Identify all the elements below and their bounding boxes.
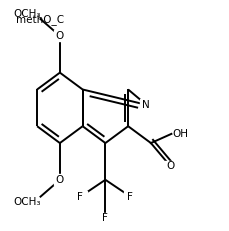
Text: methO_C: methO_C (16, 14, 65, 24)
Text: F: F (102, 213, 108, 223)
Text: O: O (56, 31, 64, 41)
Text: N: N (142, 100, 150, 110)
Text: F: F (128, 192, 133, 202)
Text: OH: OH (172, 129, 188, 139)
Bar (140, 99, 153, 110)
Text: OCH₃: OCH₃ (13, 9, 41, 19)
Bar (164, 161, 176, 172)
Text: F: F (77, 192, 83, 202)
Bar (54, 174, 66, 185)
Bar (99, 213, 112, 224)
Bar (54, 30, 66, 41)
Bar (74, 191, 87, 202)
Text: OCH₃: OCH₃ (13, 197, 41, 207)
Text: O: O (166, 161, 174, 171)
Bar (124, 191, 136, 202)
Text: O: O (56, 175, 64, 185)
